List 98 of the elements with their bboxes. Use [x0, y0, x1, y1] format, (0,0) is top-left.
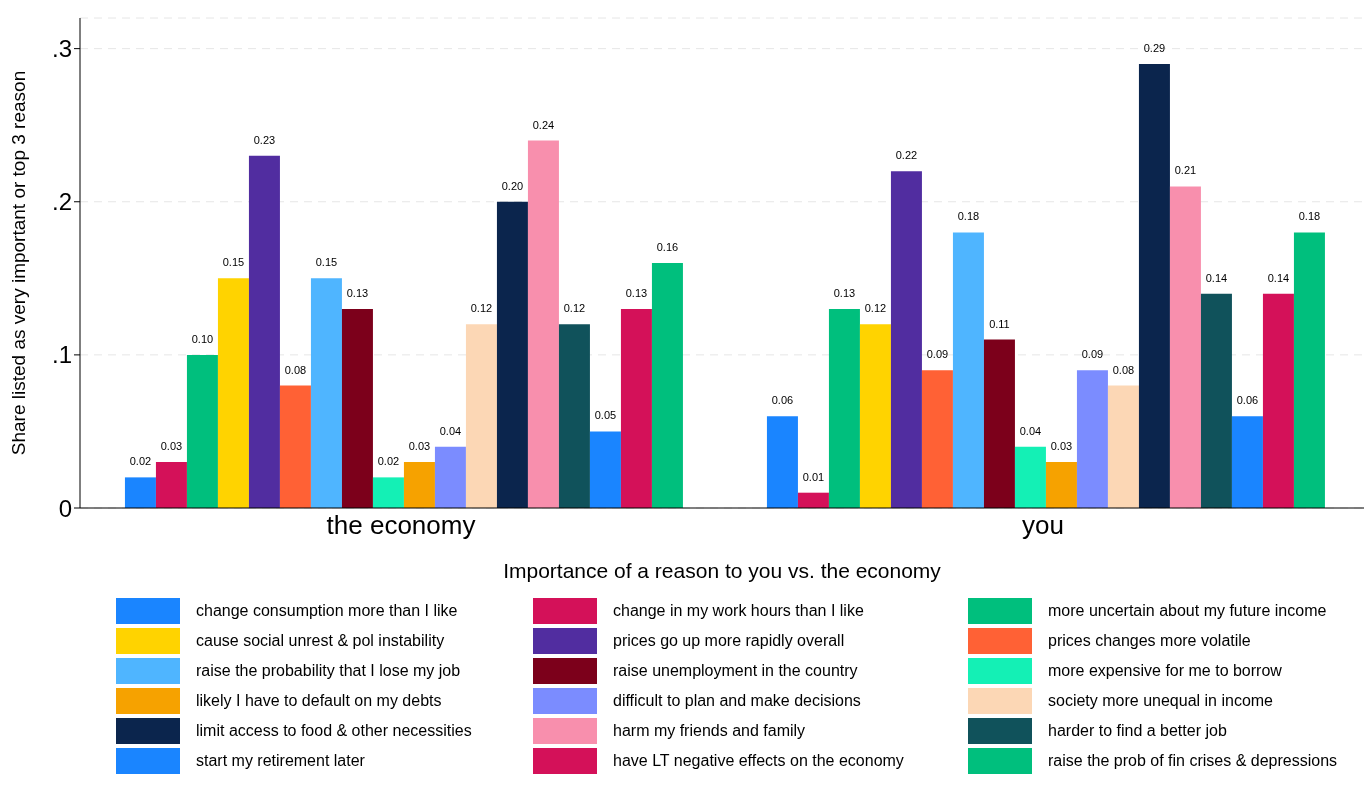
legend-label: prices go up more rapidly overall	[613, 632, 845, 650]
bar	[496, 201, 528, 508]
data-label: 0.09	[1081, 348, 1104, 361]
legend-label: prices changes more volatile	[1048, 632, 1251, 650]
legend-label: change in my work hours than I like	[613, 602, 864, 620]
data-label: 0.23	[253, 133, 276, 146]
bar	[890, 171, 922, 508]
bar	[527, 140, 559, 508]
data-label: 0.03	[160, 440, 183, 453]
bar	[186, 354, 218, 508]
legend-label: difficult to plan and make decisions	[613, 692, 861, 710]
data-label: 0.24	[532, 118, 555, 131]
data-label: 0.13	[833, 286, 856, 299]
bar	[1045, 462, 1077, 508]
bar	[310, 278, 342, 508]
data-label: 0.22	[895, 149, 918, 162]
bar	[1107, 385, 1139, 508]
bar	[248, 155, 280, 508]
data-label: 0.16	[656, 241, 679, 253]
bar	[766, 416, 798, 508]
data-label: 0.01	[802, 470, 825, 483]
bar	[983, 339, 1015, 508]
legend-label: harm my friends and family	[613, 722, 806, 740]
data-label: 0.03	[1050, 440, 1073, 453]
bar	[921, 370, 953, 508]
bar	[1169, 186, 1201, 508]
legend-label: raise the probability that I lose my job	[196, 662, 461, 680]
data-label: 0.14	[1267, 271, 1290, 284]
bar	[1138, 63, 1170, 508]
data-label: 0.05	[594, 409, 617, 422]
y-tick-label: .2	[51, 188, 72, 216]
data-label: 0.04	[439, 424, 462, 437]
legend-label: likely I have to default on my debts	[196, 692, 442, 710]
y-tick-label: .1	[51, 341, 72, 369]
data-label: 0.06	[771, 394, 794, 407]
legend-label: society more unequal in income	[1048, 692, 1274, 710]
legend-label: cause social unrest & pol instability	[196, 632, 445, 650]
data-label: 0.03	[408, 440, 431, 453]
legend-label: more uncertain about my future income	[1048, 602, 1327, 620]
bar	[279, 385, 311, 508]
bar	[1231, 416, 1263, 508]
bar	[465, 324, 497, 508]
data-label: 0.18	[1298, 210, 1321, 223]
data-label: 0.29	[1143, 41, 1166, 54]
data-label: 0.20	[501, 179, 524, 192]
data-label: 0.11	[989, 317, 1010, 330]
data-label: 0.09	[926, 348, 949, 361]
bar	[124, 477, 156, 508]
bar	[952, 232, 984, 508]
legend-label: raise the prob of fin crises & depressions	[1048, 752, 1338, 770]
bar	[1262, 293, 1294, 508]
bar	[828, 308, 860, 508]
bar	[217, 278, 249, 508]
bar	[859, 324, 891, 508]
y-tick-label: .3	[51, 35, 72, 63]
bar	[1293, 232, 1325, 508]
data-label: 0.02	[377, 455, 400, 468]
legend-label: raise unemployment in the country	[613, 662, 858, 680]
bar	[434, 446, 466, 508]
bar	[1076, 370, 1108, 508]
data-label: 0.02	[129, 455, 152, 468]
data-label: 0.18	[957, 210, 980, 223]
bar	[372, 477, 404, 508]
data-label: 0.14	[1205, 271, 1228, 284]
data-label: 0.13	[346, 286, 369, 299]
bar	[1014, 446, 1046, 508]
x-tick-label: the economy	[326, 510, 476, 541]
data-label: 0.12	[470, 302, 493, 315]
bar	[651, 263, 683, 508]
bar	[558, 324, 590, 508]
bar	[1200, 293, 1232, 508]
data-label: 0.13	[625, 286, 648, 299]
bar	[589, 431, 621, 508]
data-label: 0.08	[1112, 363, 1135, 376]
data-label: 0.04	[1019, 424, 1042, 437]
legend-label: start my retirement later	[196, 752, 365, 770]
legend-label: harder to find a better job	[1048, 722, 1227, 740]
x-axis-title: Importance of a reason to you vs. the economy	[503, 559, 942, 582]
data-label: 0.12	[563, 302, 586, 315]
data-label: 0.21	[1174, 164, 1197, 177]
bar	[620, 308, 652, 508]
data-label: 0.10	[191, 332, 214, 345]
y-tick-label: 0	[58, 494, 72, 522]
data-label: 0.06	[1236, 394, 1259, 407]
legend-label: more expensive for me to borrow	[1048, 662, 1282, 680]
legend-label: limit access to food & other necessities	[196, 722, 472, 740]
legend-label: change consumption more than I like	[196, 602, 458, 620]
legend-label: have LT negative effects on the economy	[613, 752, 904, 770]
y-axis-title: Share listed as very important or top 3 reason	[7, 70, 29, 456]
bar	[403, 462, 435, 508]
data-label: 0.08	[284, 363, 307, 376]
data-label: 0.12	[864, 302, 887, 315]
bar	[155, 462, 187, 508]
bar	[341, 308, 373, 508]
data-label: 0.15	[222, 256, 245, 269]
x-tick-label: you	[1022, 510, 1064, 541]
data-label: 0.15	[315, 256, 338, 269]
bar	[797, 492, 829, 508]
